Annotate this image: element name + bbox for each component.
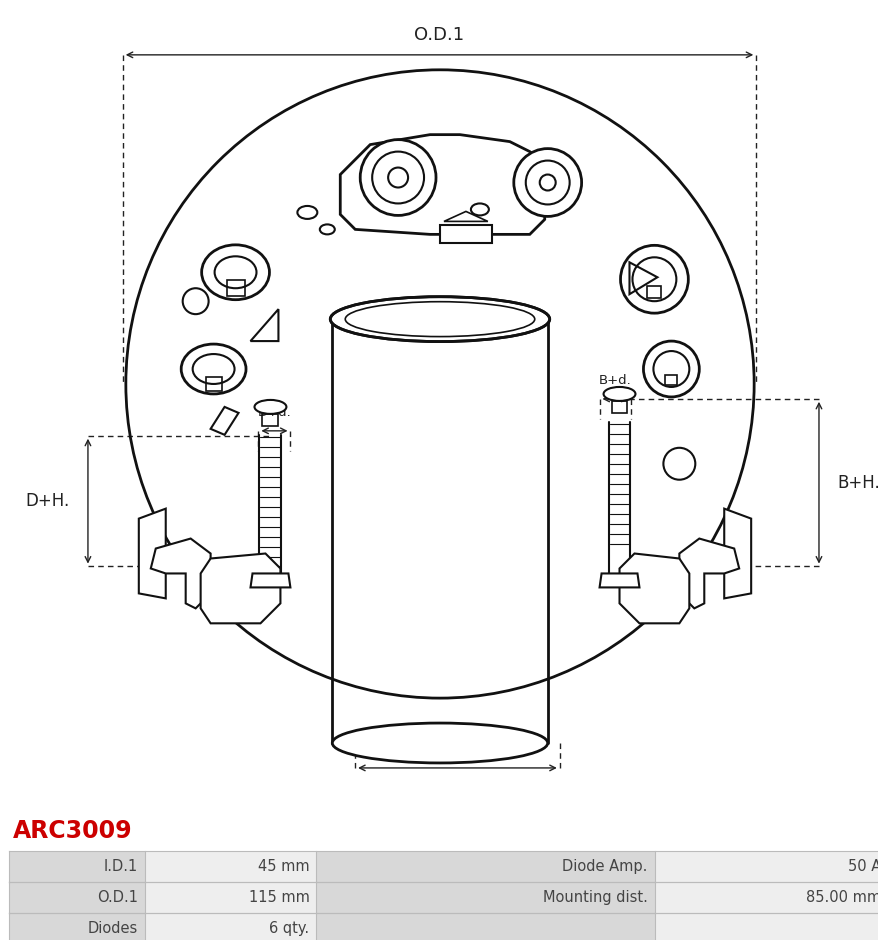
Ellipse shape bbox=[192, 354, 234, 384]
Bar bbox=[263, 414, 278, 426]
Bar bbox=[647, 286, 660, 298]
Ellipse shape bbox=[320, 225, 335, 234]
Text: 85.00 mm: 85.00 mm bbox=[805, 890, 878, 905]
Text: B+H.: B+H. bbox=[836, 474, 878, 492]
Text: ARC3009: ARC3009 bbox=[13, 820, 133, 843]
Ellipse shape bbox=[201, 244, 270, 300]
Polygon shape bbox=[679, 539, 738, 608]
Ellipse shape bbox=[345, 302, 534, 337]
Ellipse shape bbox=[255, 400, 286, 414]
Text: O.D.1: O.D.1 bbox=[97, 890, 138, 905]
Ellipse shape bbox=[181, 344, 246, 394]
Ellipse shape bbox=[330, 297, 549, 341]
Text: D+H.: D+H. bbox=[25, 493, 70, 510]
Bar bbox=[654, 883, 878, 914]
Polygon shape bbox=[723, 509, 751, 599]
Polygon shape bbox=[599, 573, 638, 588]
Circle shape bbox=[643, 341, 699, 397]
Bar bbox=[316, 852, 654, 883]
Text: D+d.: D+d. bbox=[257, 406, 291, 419]
Circle shape bbox=[620, 245, 687, 313]
Bar bbox=[665, 375, 677, 385]
Bar bbox=[145, 852, 316, 883]
Ellipse shape bbox=[332, 723, 547, 763]
Bar bbox=[611, 401, 627, 413]
Bar bbox=[145, 883, 316, 914]
Bar bbox=[9, 914, 145, 940]
Bar bbox=[440, 226, 492, 243]
Polygon shape bbox=[200, 554, 280, 623]
Circle shape bbox=[514, 149, 581, 216]
Circle shape bbox=[183, 289, 208, 314]
Text: 6 qty.: 6 qty. bbox=[269, 921, 309, 936]
Text: 50 A: 50 A bbox=[846, 859, 878, 874]
Bar bbox=[654, 914, 878, 940]
Bar bbox=[227, 280, 244, 296]
Bar bbox=[9, 852, 145, 883]
Text: Diodes: Diodes bbox=[88, 921, 138, 936]
Polygon shape bbox=[340, 134, 544, 234]
Text: 115 mm: 115 mm bbox=[248, 890, 309, 905]
Text: I.D.1: I.D.1 bbox=[436, 737, 478, 755]
Polygon shape bbox=[619, 554, 688, 623]
Text: 45 mm: 45 mm bbox=[257, 859, 309, 874]
Bar bbox=[9, 883, 145, 914]
Bar bbox=[316, 914, 654, 940]
Ellipse shape bbox=[603, 387, 635, 401]
Polygon shape bbox=[151, 539, 211, 608]
Ellipse shape bbox=[214, 257, 256, 289]
Circle shape bbox=[360, 140, 435, 215]
Text: Mounting dist.: Mounting dist. bbox=[543, 890, 647, 905]
Bar bbox=[316, 883, 654, 914]
Ellipse shape bbox=[471, 203, 488, 215]
Text: B+d.: B+d. bbox=[599, 374, 631, 387]
Text: Diode Amp.: Diode Amp. bbox=[562, 859, 647, 874]
Text: O.D.1: O.D.1 bbox=[414, 26, 464, 44]
Bar bbox=[654, 852, 878, 883]
Bar bbox=[145, 914, 316, 940]
Text: I.D.1: I.D.1 bbox=[104, 859, 138, 874]
Bar bbox=[205, 377, 221, 391]
Circle shape bbox=[632, 258, 675, 301]
Polygon shape bbox=[139, 509, 166, 599]
Ellipse shape bbox=[297, 206, 317, 219]
Polygon shape bbox=[250, 573, 290, 588]
Circle shape bbox=[663, 447, 694, 479]
Circle shape bbox=[652, 351, 688, 387]
